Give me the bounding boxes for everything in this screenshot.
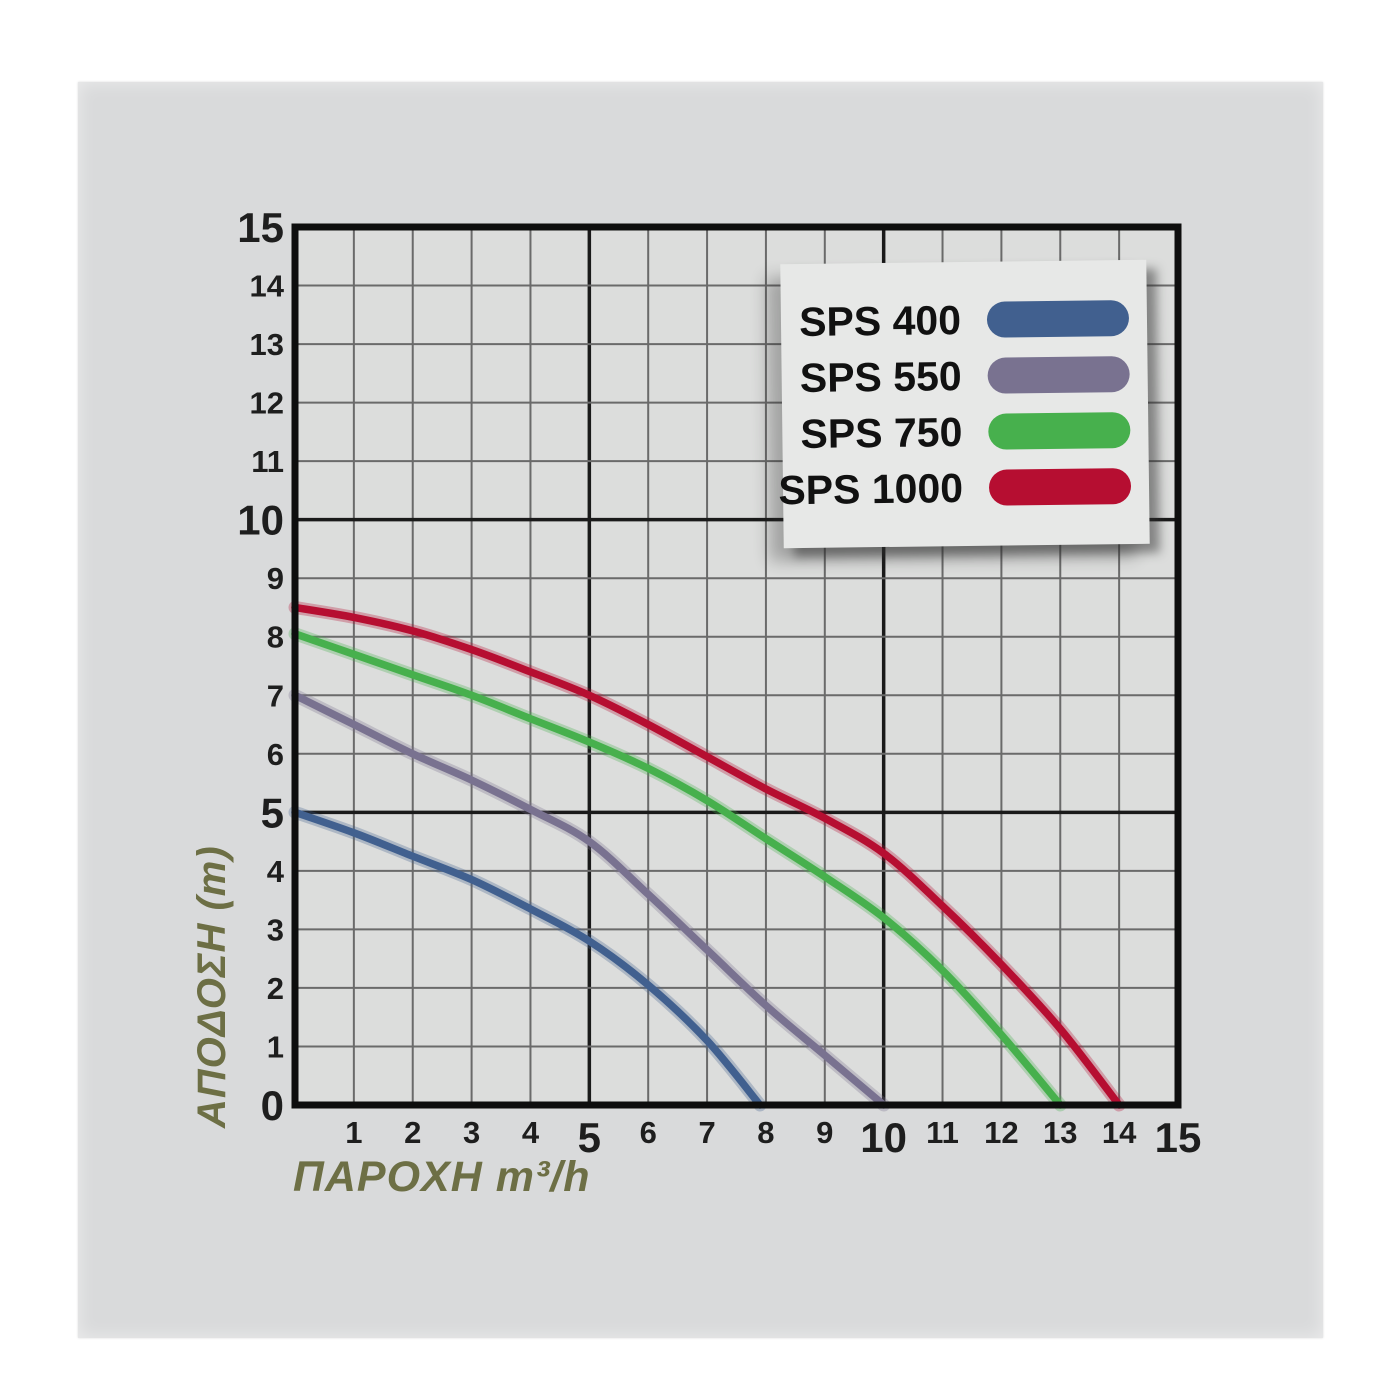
x-tick-label: 12	[984, 1115, 1018, 1150]
legend-swatch-icon	[986, 299, 1130, 338]
curve-sps-750	[291, 630, 1065, 1109]
x-tick-label: 10	[860, 1114, 907, 1161]
y-tick-label: 13	[250, 327, 284, 362]
legend-item-sps-1000: SPS 1000	[778, 458, 1150, 518]
y-tick-label: 3	[267, 912, 284, 947]
legend-label: SPS 550	[799, 352, 962, 401]
plot-border	[291, 223, 1182, 1109]
legend-item-sps-750: SPS 750	[782, 402, 1149, 462]
y-tick-label: 6	[267, 737, 284, 772]
curve-sps-400	[291, 808, 764, 1109]
x-tick-label: 2	[404, 1115, 421, 1150]
x-tick-label: 15	[1155, 1114, 1202, 1161]
y-tick-label: 2	[267, 971, 284, 1006]
y-tick-label: 1	[267, 1029, 284, 1064]
y-tick-label: 14	[250, 269, 285, 304]
x-axis-title: ΠΑΡΟΧΗ m³/h	[293, 1153, 591, 1201]
y-tick-label: 12	[250, 386, 284, 421]
legend-swatch-icon	[987, 355, 1130, 394]
y-tick-label: 11	[251, 444, 284, 479]
x-tick-label: 8	[757, 1115, 774, 1150]
legend-label: SPS 1000	[778, 464, 964, 513]
x-tick-label: 5	[578, 1114, 601, 1161]
x-tick-label: 1	[345, 1115, 362, 1150]
curve-sps-1000	[291, 603, 1123, 1109]
legend-item-sps-400: SPS 400	[781, 290, 1148, 350]
x-tick-label: 3	[463, 1115, 480, 1150]
x-tick-label: 13	[1043, 1115, 1077, 1150]
y-tick-label: 5	[261, 789, 284, 836]
x-tick-label: 6	[640, 1115, 657, 1150]
x-tick-label: 14	[1102, 1115, 1137, 1150]
y-tick-label: 15	[237, 204, 284, 251]
x-tick-label: 4	[522, 1115, 540, 1150]
y-axis-title: ΑΠΟΔΟΣΗ (m)	[190, 845, 234, 1128]
legend-label: SPS 750	[800, 408, 963, 457]
legend-item-sps-550: SPS 550	[781, 346, 1148, 406]
legend-swatch-icon	[988, 467, 1132, 506]
curves	[288, 600, 1126, 1112]
y-tick-label: 9	[267, 561, 284, 596]
y-tick-label: 4	[267, 854, 285, 889]
x-tick-label: 7	[698, 1115, 715, 1150]
x-tick-label: 9	[816, 1115, 833, 1150]
legend: SPS 400 SPS 550 SPS 750 SPS 1000	[778, 259, 1150, 549]
tick-labels: 1 2 3 4 5 6 7 8 9 10 11 12 13 14 150123456789101112131…	[237, 204, 1201, 1161]
y-tick-label: 10	[237, 497, 284, 544]
legend-label: SPS 400	[798, 296, 962, 345]
gridlines	[295, 227, 1178, 1105]
y-tick-label: 8	[267, 620, 284, 655]
curve-sps-550	[291, 691, 888, 1109]
legend-swatch-icon	[988, 411, 1131, 450]
y-tick-label: 7	[267, 678, 284, 713]
x-tick-label: 11	[926, 1115, 959, 1150]
y-tick-label: 0	[261, 1082, 284, 1129]
